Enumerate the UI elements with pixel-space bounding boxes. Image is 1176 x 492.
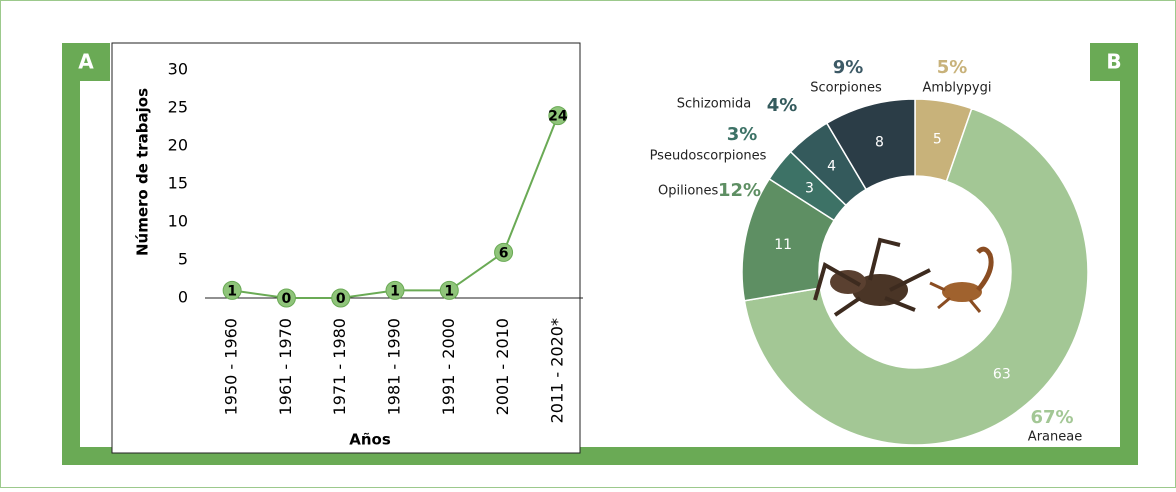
y-tick-label: 10 (168, 212, 188, 231)
category-label: Amblypygi (923, 81, 992, 96)
category-label: Pseudoscorpiones (650, 149, 767, 164)
category-label: Araneae (1028, 430, 1082, 445)
panel-label: A (78, 50, 94, 74)
x-tick-label: 1961 - 1970 (276, 318, 295, 415)
y-tick-label: 30 (168, 60, 188, 79)
data-label: 1 (390, 283, 400, 299)
y-axis-label: Número de trabajos (134, 88, 152, 256)
y-tick-label: 5 (178, 250, 188, 269)
segment-value: 11 (774, 237, 792, 253)
segment-value: 4 (827, 158, 836, 174)
data-label: 0 (282, 291, 292, 307)
x-tick-label: 2001 - 2010 (493, 318, 512, 415)
category-label: Opiliones (658, 184, 719, 199)
percent-label: 3% (727, 124, 758, 145)
category-label: Schizomida (677, 97, 752, 112)
x-tick-label: 1971 - 1980 (330, 318, 349, 415)
x-tick-label: 1991 - 2000 (439, 318, 458, 415)
segment-value: 8 (875, 134, 884, 150)
data-label: 1 (444, 283, 454, 299)
figure: A B Número de trabajos Años 051015202530… (0, 0, 1176, 488)
data-label: 6 (499, 245, 509, 261)
percent-label: 67% (1030, 407, 1073, 428)
data-label: 0 (336, 291, 346, 307)
percent-label: 4% (767, 95, 798, 116)
y-tick-label: 20 (168, 136, 188, 155)
segment-value: 63 (993, 367, 1011, 383)
segment-value: 3 (805, 181, 814, 197)
segment-value: 5 (933, 131, 942, 147)
data-label: 1 (227, 283, 237, 299)
x-axis-label: Años (349, 431, 391, 449)
x-tick-label: 1950 - 1960 (222, 318, 241, 415)
percent-label: 12% (718, 180, 761, 201)
percent-label: 9% (833, 57, 864, 78)
category-label: Scorpiones (810, 81, 882, 96)
y-tick-label: 0 (178, 288, 188, 307)
percent-label: 5% (937, 57, 968, 78)
data-label: 24 (548, 109, 568, 125)
y-tick-label: 15 (168, 174, 188, 193)
x-tick-label: 1981 - 1990 (385, 318, 404, 415)
panel-label: B (1106, 50, 1121, 74)
y-tick-label: 25 (168, 98, 188, 117)
x-tick-label: 2011 - 2020* (547, 318, 566, 423)
